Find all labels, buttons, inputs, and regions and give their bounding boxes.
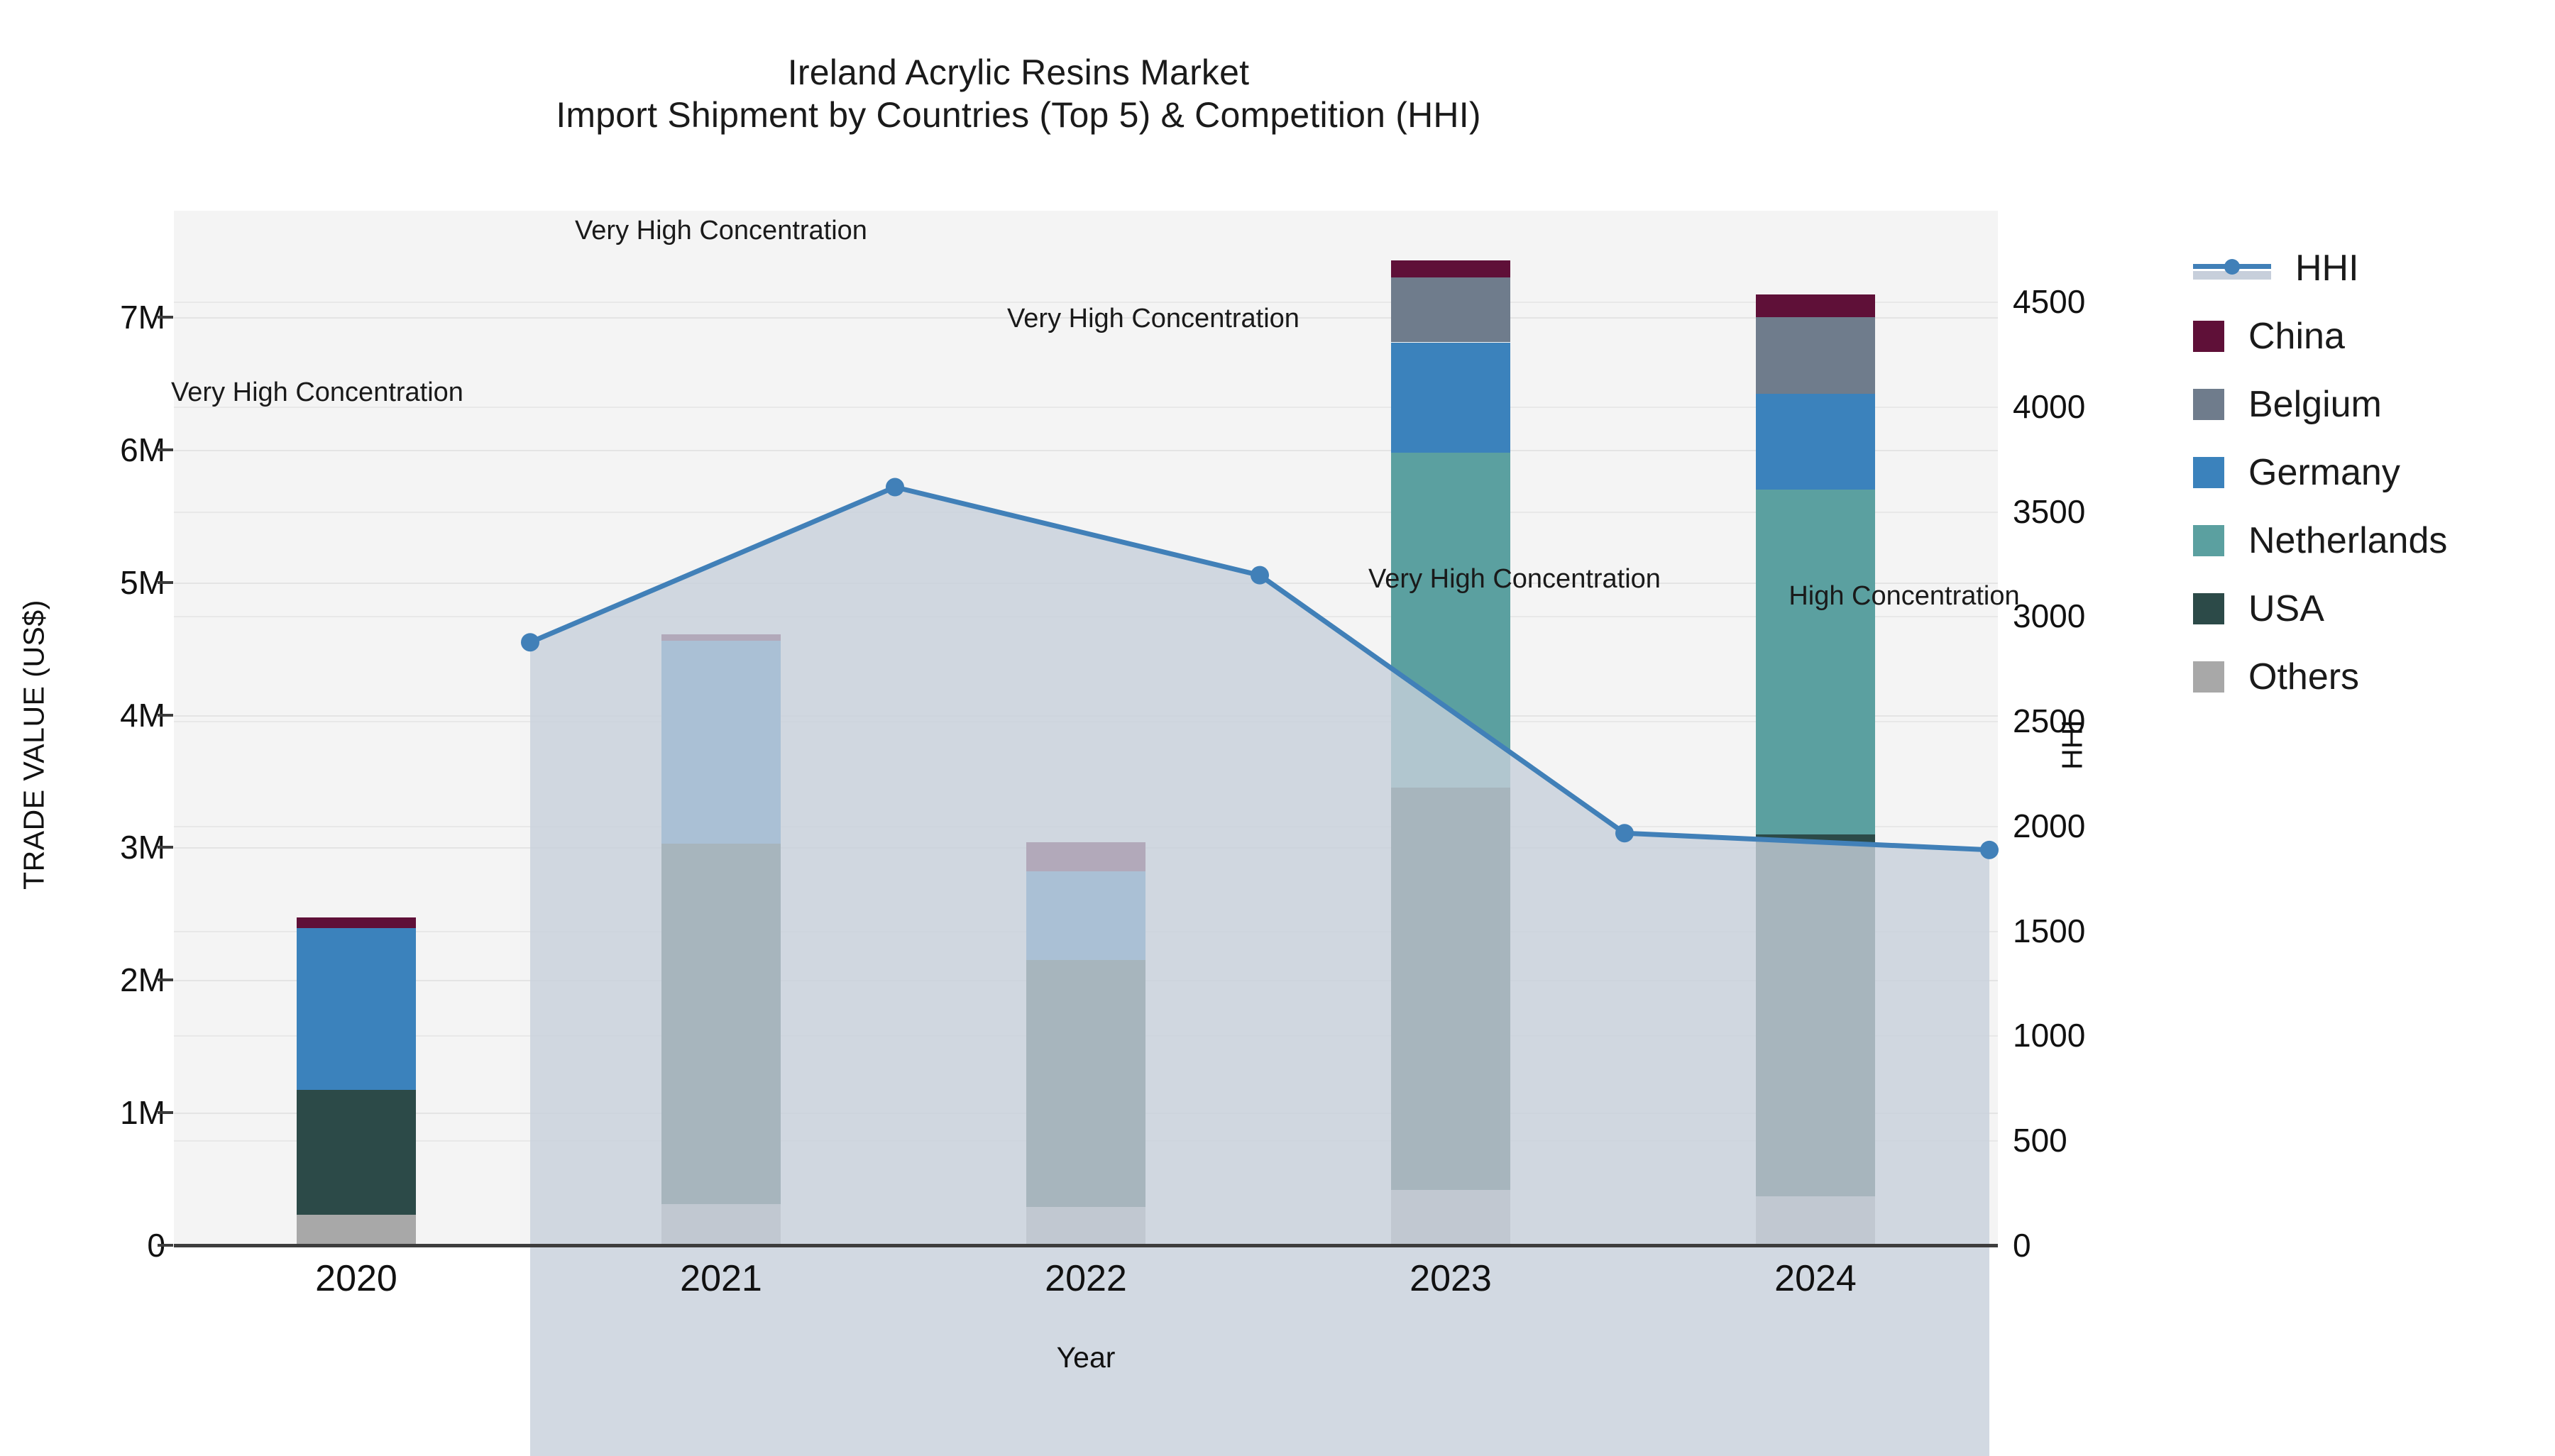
legend-color-swatch bbox=[2193, 457, 2224, 488]
legend-item-netherlands[interactable]: Netherlands bbox=[2193, 507, 2548, 575]
legend-item-belgium[interactable]: Belgium bbox=[2193, 370, 2548, 439]
legend-color-swatch bbox=[2193, 321, 2224, 352]
legend-item-others[interactable]: Others bbox=[2193, 643, 2548, 711]
legend-color-swatch bbox=[2193, 525, 2224, 556]
x-axis-tick-label: 2022 bbox=[1045, 1257, 1127, 1300]
legend-item-label: Belgium bbox=[2248, 386, 2382, 423]
legend-item-label: Others bbox=[2248, 658, 2359, 695]
legend-item-germany[interactable]: Germany bbox=[2193, 439, 2548, 507]
legend-line-icon bbox=[2193, 253, 2271, 284]
x-axis-tick-label: 2021 bbox=[680, 1257, 762, 1300]
y-axis-right-label: HHI bbox=[2056, 603, 2089, 887]
legend-item-label: China bbox=[2248, 318, 2345, 355]
legend-item-usa[interactable]: USA bbox=[2193, 575, 2548, 643]
legend-item-label: Netherlands bbox=[2248, 522, 2447, 559]
legend-color-swatch bbox=[2193, 389, 2224, 420]
legend-item-label: HHI bbox=[2295, 250, 2359, 287]
x-axis-tick-label: 2023 bbox=[1410, 1257, 1492, 1300]
x-axis-label: Year bbox=[174, 1341, 1998, 1374]
legend-color-swatch bbox=[2193, 593, 2224, 624]
legend-color-swatch bbox=[2193, 661, 2224, 693]
x-axis-tick-label: 2024 bbox=[1774, 1257, 1857, 1300]
legend-item-china[interactable]: China bbox=[2193, 302, 2548, 370]
legend-item-hhi[interactable]: HHI bbox=[2193, 234, 2548, 302]
x-axis-tick-label: 2020 bbox=[315, 1257, 397, 1300]
y-axis-left-label: TRADE VALUE (US$) bbox=[18, 461, 51, 1029]
legend-item-label: Germany bbox=[2248, 454, 2400, 491]
legend-item-label: USA bbox=[2248, 590, 2324, 627]
legend: HHI China Belgium Germany Netherlands USA Othe… bbox=[2193, 234, 2548, 711]
